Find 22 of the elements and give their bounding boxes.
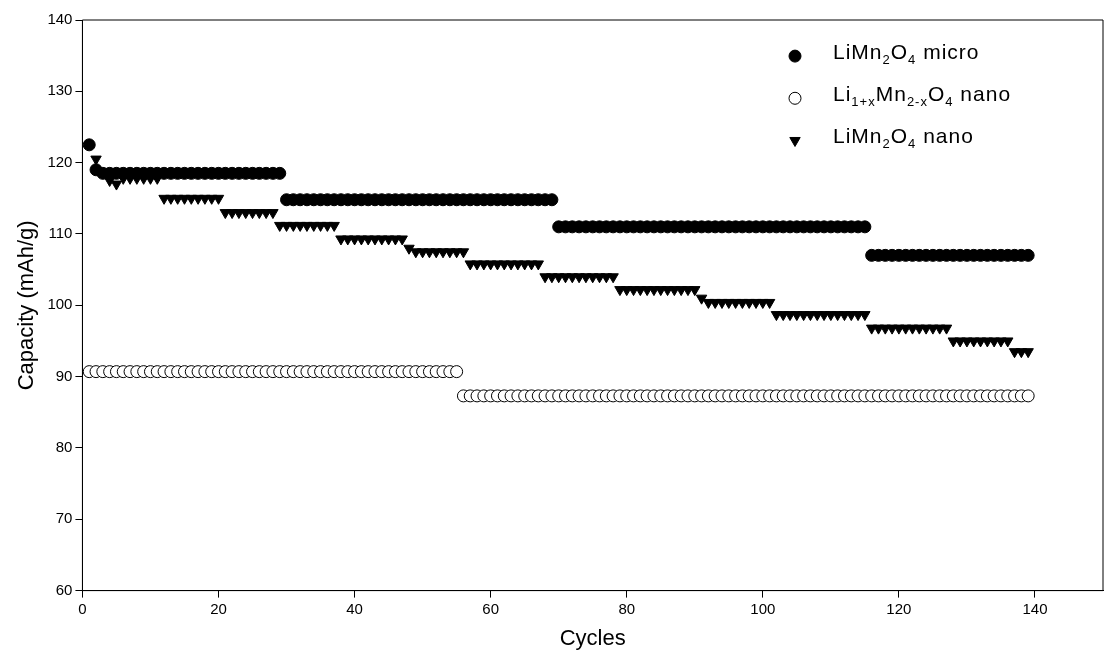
legend-label: LiMn$_{2}$O$_{4}$ micro — [833, 39, 980, 70]
x-tick-label: 40 — [346, 599, 363, 617]
x-tick-label: 20 — [210, 599, 227, 617]
x-tick-label: 100 — [750, 599, 776, 617]
x-tick-label: 140 — [1022, 599, 1048, 617]
x-tick-label: 80 — [618, 599, 636, 617]
y-tick-label: 70 — [55, 509, 73, 527]
x-tick-label: 120 — [886, 599, 912, 617]
legend-label: Li$_{1+x}$Mn$_{2-x}$O$_{4}$ nano — [833, 81, 1012, 112]
y-axis-title: Capacity (mAh/g) — [13, 220, 39, 391]
y-tick-label: 90 — [55, 366, 73, 384]
y-tick-label: 130 — [47, 81, 73, 99]
y-tick-label: 110 — [48, 224, 73, 242]
y-tick-label: 100 — [47, 295, 73, 313]
x-tick-label: 0 — [78, 599, 87, 617]
y-tick-label: 120 — [47, 152, 73, 170]
x-tick-label: 60 — [482, 599, 499, 617]
y-tick-label: 60 — [55, 580, 73, 598]
legend-label: LiMn$_{2}$O$_{4}$ nano — [833, 123, 974, 154]
x-axis-title: Cycles — [559, 624, 626, 650]
y-tick-label: 140 — [47, 10, 73, 28]
y-tick-label: 80 — [55, 438, 73, 456]
